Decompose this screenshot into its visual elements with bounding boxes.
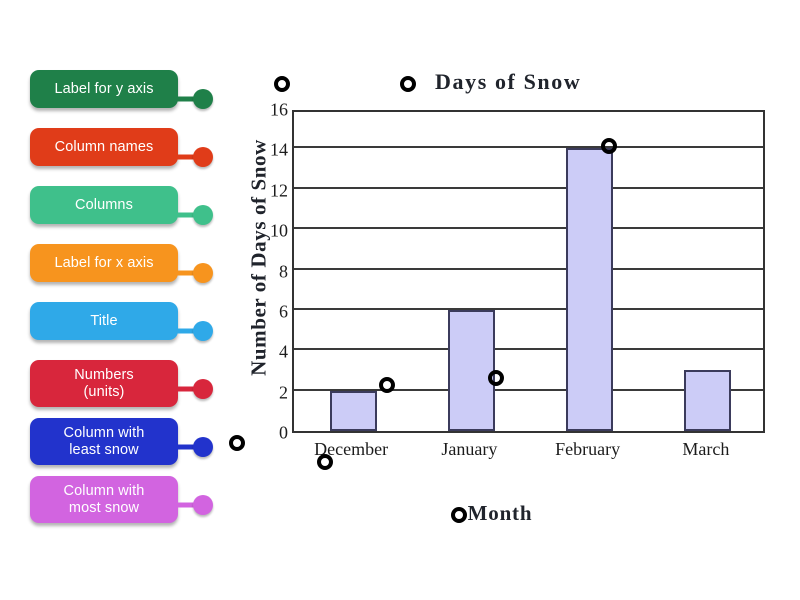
y-axis-tick-label: 8 <box>279 261 288 281</box>
gridline <box>294 146 763 149</box>
legend-pill-column-with-least-snow[interactable]: Column with least snow <box>30 418 178 465</box>
y-axis-tick-label: 6 <box>279 301 288 322</box>
y-axis-tick-label: 4 <box>279 341 288 362</box>
legend-pill-title[interactable]: Title <box>30 302 178 340</box>
legend-connector-line <box>176 444 202 450</box>
legend-knob-circle[interactable] <box>193 263 213 283</box>
legend-connector-line <box>176 502 202 508</box>
y-axis-tick-label: 2 <box>279 382 288 403</box>
legend-label-list: Label for y axis Column names Columns La… <box>30 70 240 534</box>
x-axis-tick-label-march: March <box>682 439 730 459</box>
marker-most-snow[interactable] <box>601 138 617 154</box>
legend-pill-label-for-x-axis[interactable]: Label for x axis <box>30 244 178 282</box>
marker-y-axis-label[interactable] <box>229 435 245 451</box>
x-axis-tick-label-february: February <box>555 439 621 459</box>
bar-march[interactable] <box>684 370 732 431</box>
gridline <box>294 227 763 230</box>
gridline <box>294 307 763 310</box>
x-axis-tick-label-january: January <box>441 439 498 459</box>
legend-row: Label for x axis <box>30 244 240 302</box>
plot-area <box>292 110 765 433</box>
legend-pill-label: Column with most snow <box>63 482 145 516</box>
legend-connector-line <box>176 386 202 392</box>
legend-knob-circle[interactable] <box>193 147 213 167</box>
legend-pill-column-names[interactable]: Column names <box>30 128 178 166</box>
x-axis-title: Month <box>467 501 533 525</box>
legend-connector-line <box>176 328 202 334</box>
y-axis-tick-label: 16 <box>270 99 288 120</box>
marker-column-names[interactable] <box>317 454 333 470</box>
legend-connector-line <box>176 212 202 218</box>
gridline <box>294 267 763 270</box>
legend-pill-columns[interactable]: Columns <box>30 186 178 224</box>
legend-row: Title <box>30 302 240 360</box>
legend-knob-circle[interactable] <box>193 379 213 399</box>
legend-pill-label: Column names <box>54 138 154 155</box>
legend-knob-circle[interactable] <box>193 437 213 457</box>
legend-pill-label: Title <box>90 312 118 329</box>
y-axis-tick-label: 12 <box>270 180 288 201</box>
marker-least-snow[interactable] <box>379 377 395 393</box>
legend-knob-circle[interactable] <box>193 89 213 109</box>
legend-knob-circle[interactable] <box>193 321 213 341</box>
legend-row: Label for y axis <box>30 70 240 128</box>
chart-title: Days of Snow <box>435 69 582 94</box>
bar-february[interactable] <box>566 148 614 431</box>
marker-columns[interactable] <box>488 370 504 386</box>
bar-december[interactable] <box>329 390 377 431</box>
legend-pill-column-with-most-snow[interactable]: Column with most snow <box>30 476 178 523</box>
legend-pill-label: Label for x axis <box>54 254 154 271</box>
gridline <box>294 348 763 351</box>
legend-pill-label: Column with least snow <box>63 424 145 458</box>
legend-pill-label: Numbers (units) <box>74 366 134 400</box>
y-axis-tick-label: 0 <box>279 422 288 443</box>
legend-pill-label: Columns <box>75 196 133 213</box>
legend-knob-circle[interactable] <box>193 205 213 225</box>
marker-title[interactable] <box>400 76 416 92</box>
legend-row: Column with most snow <box>30 476 240 534</box>
legend-pill-numbers-units[interactable]: Numbers (units) <box>30 360 178 407</box>
legend-connector-line <box>176 154 202 160</box>
legend-pill-label: Label for y axis <box>54 80 154 97</box>
marker-x-axis-label[interactable] <box>451 507 467 523</box>
legend-row: Column names <box>30 128 240 186</box>
legend-row: Column with least snow <box>30 418 240 476</box>
legend-connector-line <box>176 96 202 102</box>
bar-january[interactable] <box>447 309 495 431</box>
legend-connector-line <box>176 270 202 276</box>
legend-knob-circle[interactable] <box>193 495 213 515</box>
legend-row: Columns <box>30 186 240 244</box>
y-axis-tick-labels: 0 2 4 6 8 10 12 14 16 <box>250 100 288 443</box>
y-axis-tick-label: 14 <box>270 139 288 160</box>
x-axis-tick-label-december: December <box>314 439 389 459</box>
y-axis-tick-label: 10 <box>270 220 288 241</box>
legend-row: Numbers (units) <box>30 360 240 418</box>
gridline <box>294 388 763 391</box>
gridline <box>294 186 763 189</box>
legend-pill-label-for-y-axis[interactable]: Label for y axis <box>30 70 178 108</box>
marker-numbers-units[interactable] <box>274 76 290 92</box>
